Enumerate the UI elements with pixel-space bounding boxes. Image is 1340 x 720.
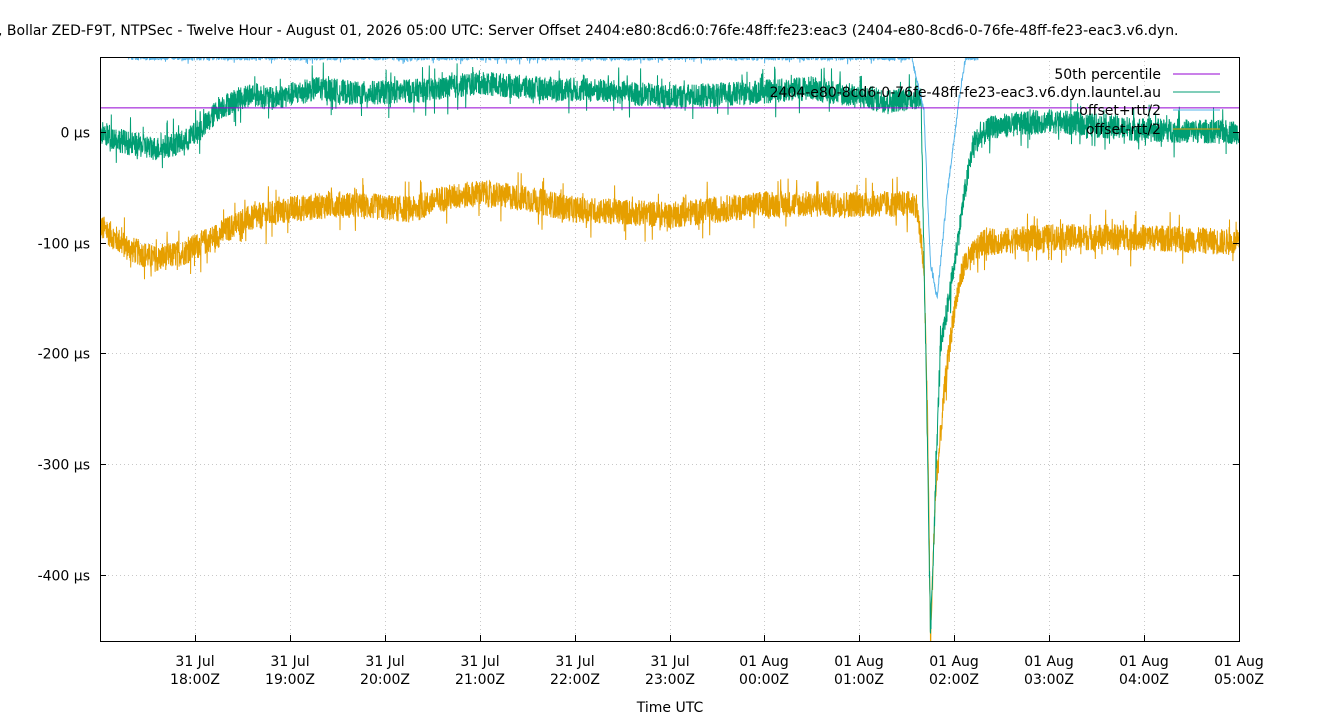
legend-label: offset-rtt/2 <box>1086 122 1161 138</box>
x-tick-label-date: 01 Aug <box>834 654 884 670</box>
y-axis: 0 µs -100 µs -200 µs -300 µs -400 µs <box>38 126 1239 585</box>
x-tick-label-date: 01 Aug <box>739 654 789 670</box>
x-tick-label-time: 04:00Z <box>1119 672 1169 688</box>
x-tick-label-time: 21:00Z <box>455 672 505 688</box>
x-axis: 31 Jul 18:00Z 31 Jul 19:00Z 31 Jul 20:00Z 31 J… <box>170 635 1264 688</box>
series-line-3 <box>100 172 1239 641</box>
x-tick-label-time: 23:00Z <box>645 672 695 688</box>
grid-lines <box>100 57 1240 641</box>
chart-title: , Bollar ZED-F9T, NTPSec - Twelve Hour -… <box>0 23 1179 39</box>
series-line-1 <box>100 62 1239 634</box>
y-tick-label: -100 µs <box>38 237 90 253</box>
x-tick-label-date: 31 Jul <box>365 654 404 670</box>
x-tick-label-time: 00:00Z <box>739 672 789 688</box>
x-tick-label-time: 03:00Z <box>1024 672 1074 688</box>
x-tick-label-time: 05:00Z <box>1214 672 1264 688</box>
x-tick-label-time: 19:00Z <box>265 672 315 688</box>
series-group <box>100 57 1239 641</box>
x-tick-label-date: 31 Jul <box>270 654 309 670</box>
x-tick-label-time: 20:00Z <box>360 672 410 688</box>
x-tick-label-time: 18:00Z <box>170 672 220 688</box>
legend-label: 50th percentile <box>1054 67 1161 83</box>
plot-frame <box>100 57 1240 642</box>
legend: 50th percentile 2404-e80-8cd6-0-76fe-48ff… <box>770 67 1220 138</box>
x-tick-label-date: 31 Jul <box>555 654 594 670</box>
x-tick-label-time: 02:00Z <box>929 672 979 688</box>
x-tick-label-time: 01:00Z <box>834 672 884 688</box>
x-tick-label-date: 01 Aug <box>1214 654 1264 670</box>
x-tick-label-date: 01 Aug <box>1024 654 1074 670</box>
x-axis-label: Time UTC <box>636 700 704 716</box>
x-tick-label-date: 01 Aug <box>929 654 979 670</box>
x-tick-label-date: 01 Aug <box>1119 654 1169 670</box>
x-tick-label-date: 31 Jul <box>175 654 214 670</box>
x-tick-label-date: 31 Jul <box>460 654 499 670</box>
legend-label: offset+rtt/2 <box>1079 103 1161 119</box>
y-tick-label: -300 µs <box>38 458 90 474</box>
y-tick-label: 0 µs <box>60 126 90 142</box>
x-tick-label-date: 31 Jul <box>650 654 689 670</box>
x-tick-label-time: 22:00Z <box>550 672 600 688</box>
y-tick-label: -200 µs <box>38 347 90 363</box>
legend-label: 2404-e80-8cd6-0-76fe-48ff-fe23-eac3.v6.d… <box>770 85 1161 101</box>
y-tick-label: -400 µs <box>38 569 90 585</box>
